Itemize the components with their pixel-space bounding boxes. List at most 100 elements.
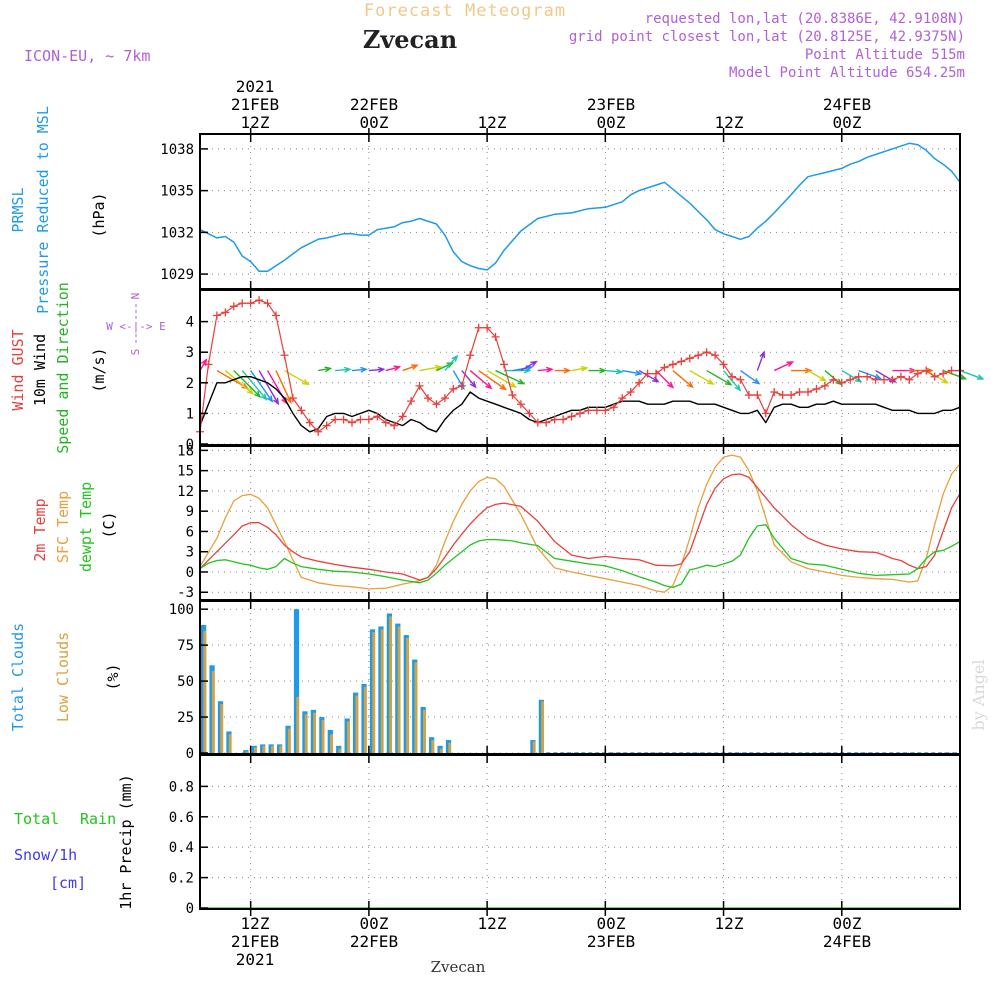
top-time-line: 2021 bbox=[236, 77, 275, 96]
wind-arrow bbox=[807, 369, 826, 382]
low-cloud-bar bbox=[338, 748, 342, 753]
gust-marker bbox=[305, 418, 314, 427]
low-cloud-bar bbox=[220, 704, 224, 753]
bottom-time-line: 12Z bbox=[241, 914, 270, 933]
total-clouds-label: Total Clouds bbox=[9, 623, 27, 731]
gust-marker bbox=[812, 384, 821, 393]
t2m-line bbox=[199, 473, 961, 581]
wind-arrow bbox=[672, 370, 693, 388]
gust-marker bbox=[711, 351, 720, 360]
wind-arrow-head bbox=[634, 370, 643, 376]
wind-arrow-head bbox=[706, 378, 715, 385]
wind-arrow-head bbox=[499, 383, 508, 391]
low-cloud-bar bbox=[439, 748, 443, 753]
gust-marker bbox=[415, 381, 424, 390]
wind-arrow-head bbox=[434, 364, 443, 371]
wind-arrow-head bbox=[523, 367, 532, 374]
gust-marker bbox=[939, 369, 948, 378]
wind-arrow-head bbox=[874, 373, 883, 380]
wind-arrow-head bbox=[517, 378, 526, 385]
bottom-time-label-3: 12Z bbox=[478, 914, 507, 933]
top-time-label-2: 22FEB 00Z bbox=[350, 95, 398, 132]
gust-marker bbox=[356, 415, 365, 424]
wind-arrow-head bbox=[667, 381, 675, 389]
gust-marker bbox=[322, 421, 331, 430]
gust-marker bbox=[643, 369, 652, 378]
gust-marker bbox=[896, 372, 905, 381]
wind-dir-label: Speed and Direction bbox=[54, 282, 72, 454]
wind-ytick-label: 3 bbox=[186, 345, 194, 361]
bottom-time-line: 22FEB bbox=[350, 932, 398, 951]
wind-arrow bbox=[233, 370, 261, 398]
gust-marker bbox=[871, 375, 880, 384]
clouds-unit: (%) bbox=[104, 663, 122, 690]
credit-watermark: by Angel bbox=[969, 659, 988, 730]
clouds-ytick-label: 100 bbox=[169, 602, 194, 618]
wind-arrow-head bbox=[393, 365, 402, 372]
gust-marker bbox=[288, 394, 297, 403]
gust-marker bbox=[407, 397, 416, 406]
wind-arrow-head bbox=[485, 382, 493, 390]
low-cloud-bar bbox=[228, 734, 232, 753]
top-time-line: 12Z bbox=[241, 113, 270, 132]
wind-arrow-head bbox=[724, 379, 733, 386]
gust-marker bbox=[424, 394, 432, 403]
gust-marker bbox=[761, 409, 770, 418]
low-cloud-bar bbox=[254, 747, 257, 753]
bottom-time-line: 24FEB bbox=[823, 932, 871, 951]
low-cloud-bar bbox=[389, 616, 393, 753]
requested-point: requested lon,lat (20.8386E, 42.9108N) bbox=[645, 11, 965, 27]
gust-marker bbox=[559, 415, 568, 424]
gust-marker bbox=[457, 381, 466, 390]
wind-arrow-head bbox=[819, 375, 828, 382]
wind-arrow bbox=[571, 367, 587, 372]
temp-ytick-label: 9 bbox=[186, 504, 194, 520]
precip-total-label: Total bbox=[14, 810, 59, 828]
gust-marker bbox=[744, 391, 753, 400]
temp-ytick-label: 15 bbox=[177, 464, 194, 480]
low-cloud-bar bbox=[422, 709, 426, 753]
gust-marker bbox=[736, 375, 745, 384]
gust-marker bbox=[609, 403, 618, 412]
wind-arrow bbox=[250, 370, 273, 402]
gust-marker bbox=[229, 302, 238, 311]
clouds-ytick-label: 25 bbox=[177, 710, 194, 726]
wind-ytick-label: 2 bbox=[186, 376, 194, 392]
bottom-time-line: 12Z bbox=[715, 914, 744, 933]
low-cloud-bar bbox=[211, 671, 215, 753]
gust-marker bbox=[204, 360, 213, 369]
gust-marker bbox=[702, 348, 711, 357]
wind-arrow bbox=[706, 369, 732, 386]
clouds-ytick-label: 50 bbox=[177, 674, 194, 690]
gust-marker bbox=[854, 372, 863, 381]
low-cloud-bar bbox=[431, 740, 435, 753]
gust-marker bbox=[787, 391, 796, 400]
wind-arrow bbox=[478, 369, 506, 390]
gust-marker bbox=[466, 351, 475, 360]
point-altitude: Point Altitude 515m bbox=[805, 47, 965, 63]
wind-arrow-head bbox=[451, 354, 459, 362]
gust-marker bbox=[778, 391, 787, 400]
wind-arrow bbox=[335, 368, 350, 372]
low-cloud-bar bbox=[532, 741, 536, 753]
gust-marker bbox=[398, 412, 407, 421]
gust-marker bbox=[221, 308, 230, 317]
pressure-ytick-label: 1032 bbox=[160, 225, 194, 241]
wind-arrow bbox=[318, 367, 331, 372]
low-cloud-bar bbox=[203, 630, 207, 753]
low-cloud-bar bbox=[279, 745, 283, 753]
wind-arrow bbox=[241, 370, 267, 400]
gust-marker bbox=[238, 299, 247, 308]
bottom-time-line: 00Z bbox=[360, 914, 389, 933]
bottom-time-label-4: 00Z 23FEB bbox=[587, 914, 635, 951]
wind-arrow bbox=[385, 366, 400, 372]
wind10m-line bbox=[199, 376, 961, 433]
bottom-time-label-2: 00Z 22FEB bbox=[350, 914, 398, 951]
gust-marker bbox=[685, 354, 694, 363]
gust-marker bbox=[373, 412, 382, 421]
gust-marker bbox=[212, 311, 221, 320]
wind-arrow-head bbox=[804, 367, 813, 374]
low-cloud-bar bbox=[448, 742, 452, 753]
wind-arrow-head bbox=[580, 365, 589, 372]
low-cloud-bar bbox=[262, 745, 266, 753]
